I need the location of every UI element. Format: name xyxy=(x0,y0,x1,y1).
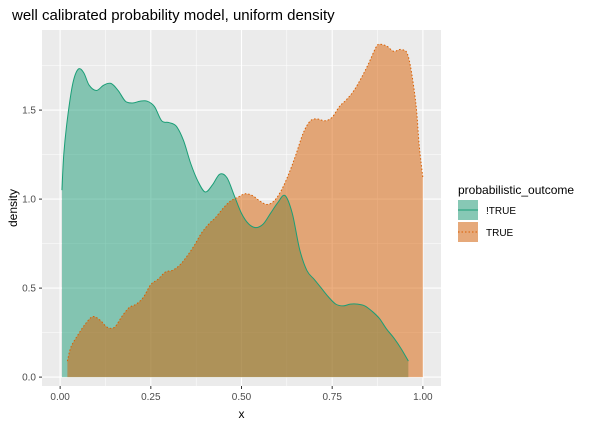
y-tick-label: 1.5 xyxy=(22,106,36,117)
y-tick-label: 0.0 xyxy=(22,373,36,384)
density-areas xyxy=(61,44,423,378)
legend-title: probabilistic_outcome xyxy=(458,183,574,197)
x-tick-label: 0.75 xyxy=(322,392,342,403)
legend-key-fill xyxy=(458,222,478,242)
y-tick-label: 1.0 xyxy=(22,195,36,206)
legend-label: TRUE xyxy=(486,228,514,239)
chart-title: well calibrated probability model, unifo… xyxy=(11,7,335,24)
y-tick-label: 0.5 xyxy=(22,284,36,295)
density-line xyxy=(66,43,424,362)
legend-label: !TRUE xyxy=(486,206,516,217)
x-axis-ticks: 0.00 0.25 0.50 0.75 1.00 xyxy=(50,386,433,403)
x-axis-title: x xyxy=(239,407,245,421)
legend-items: !TRUE TRUE xyxy=(458,200,516,242)
density-line xyxy=(61,68,409,362)
legend: probabilistic_outcome !TRUE TRUE xyxy=(458,183,574,242)
y-axis-ticks: 0.0 0.5 1.0 1.5 xyxy=(22,106,42,384)
density-area xyxy=(67,44,423,378)
y-axis-title: density xyxy=(6,189,20,227)
x-tick-label: 0.00 xyxy=(50,392,70,403)
x-tick-label: 0.50 xyxy=(232,392,252,403)
x-tick-label: 1.00 xyxy=(413,392,433,403)
x-tick-label: 0.25 xyxy=(141,392,161,403)
density-lines xyxy=(61,43,424,362)
